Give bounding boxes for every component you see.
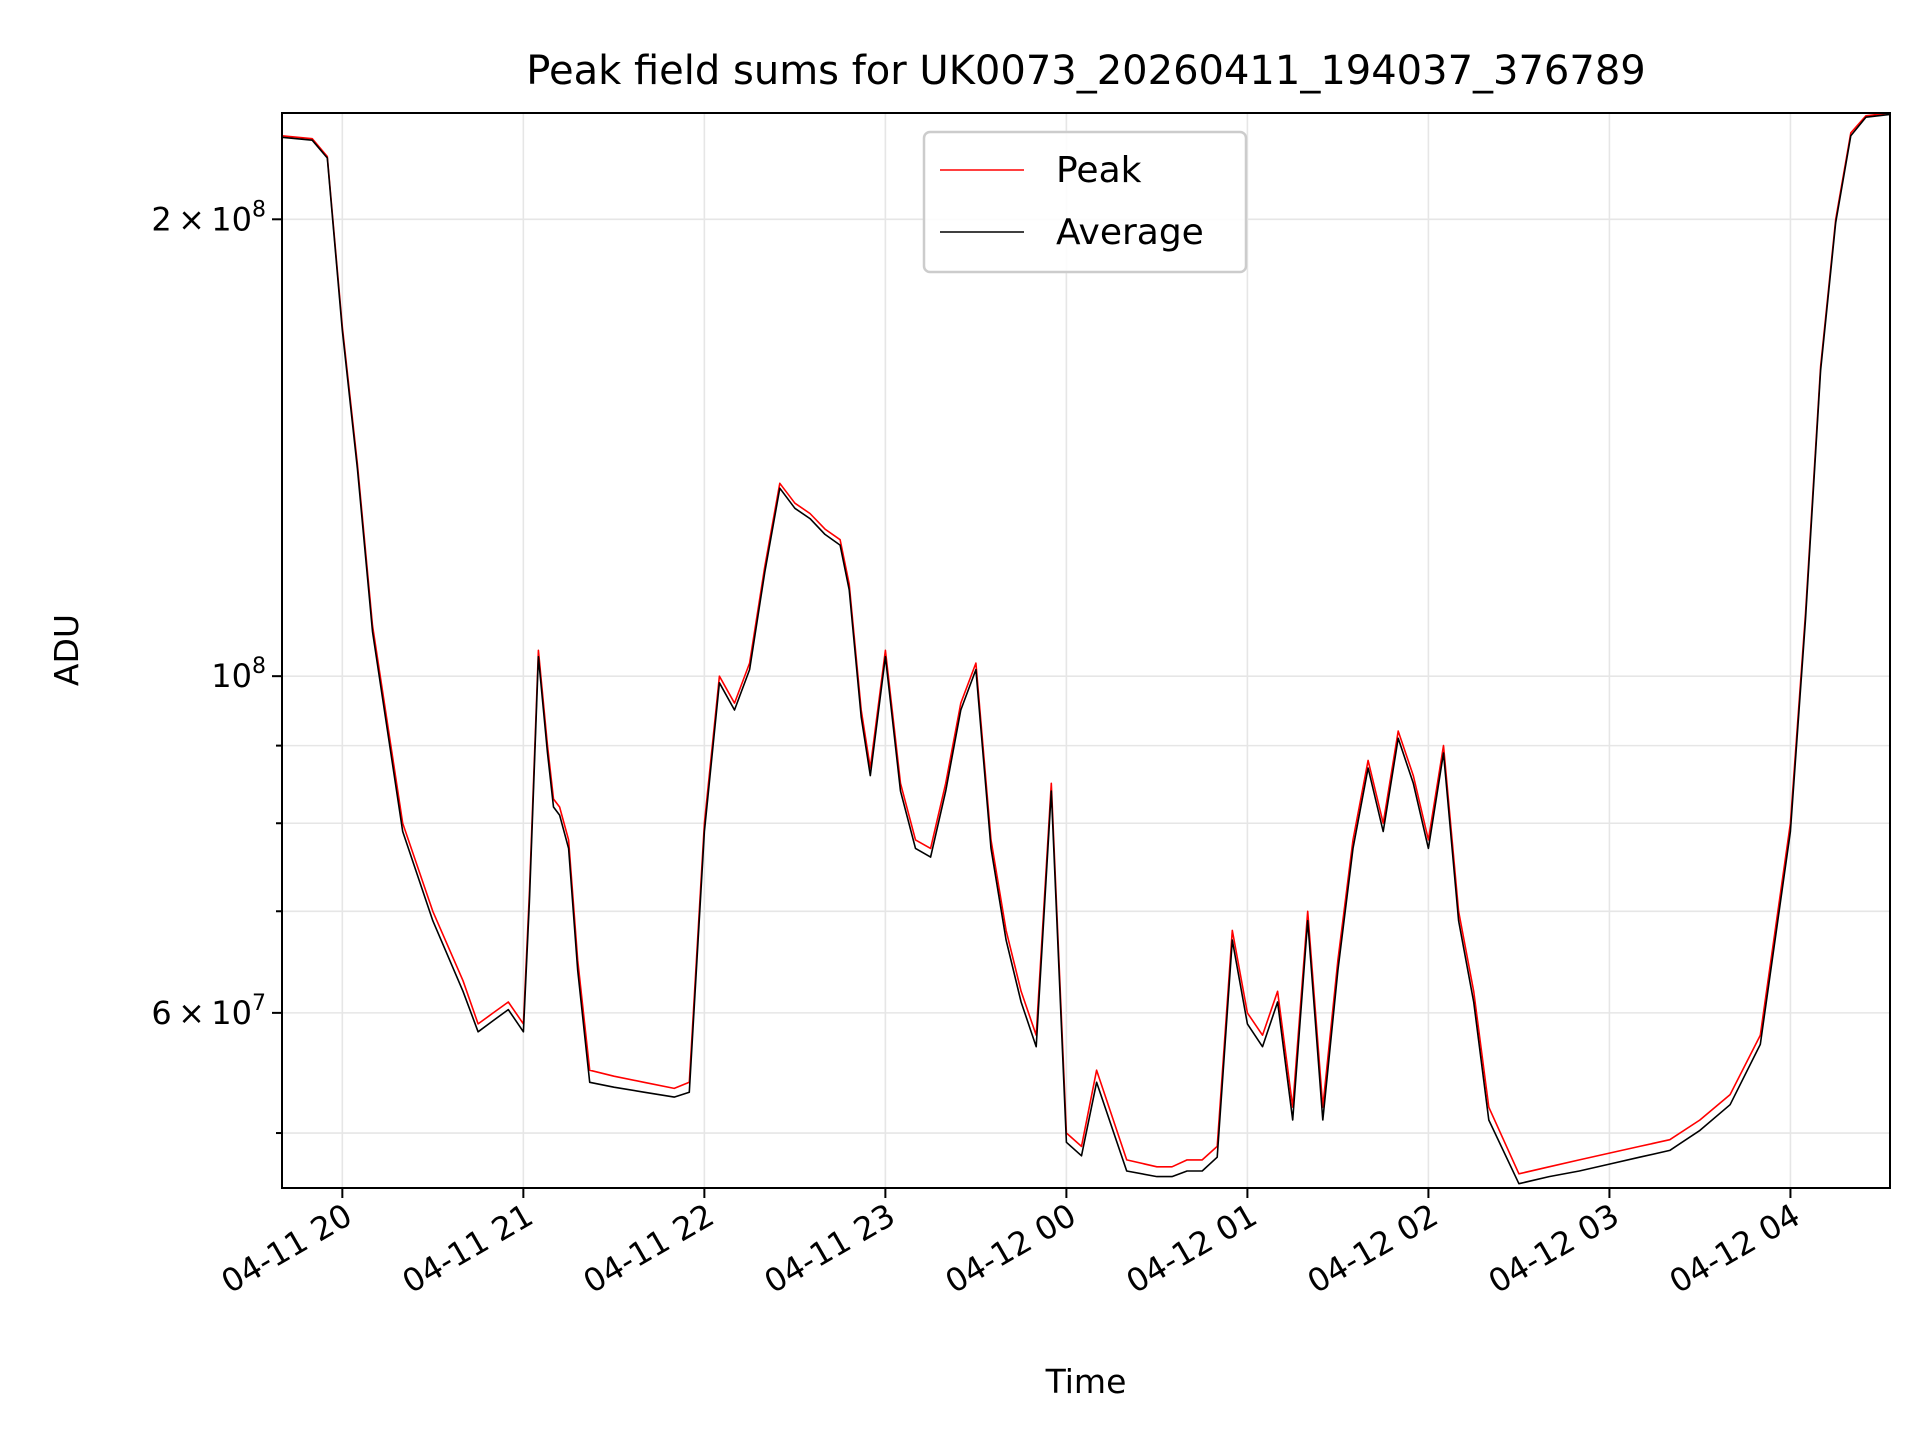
y-tick-label: 108: [211, 654, 266, 695]
x-axis-label: Time: [1045, 1362, 1127, 1401]
y-axis-label: ADU: [47, 614, 86, 686]
y-tick-label: 6 × 107: [151, 991, 266, 1032]
legend-label-peak: Peak: [1056, 150, 1142, 191]
legend-box: [922, 130, 1248, 274]
y-axis-ticks: 6 × 107 108 2 × 108: [151, 197, 282, 1135]
legend-label-average: Average: [1056, 212, 1204, 253]
plot-area-frame: [281, 112, 1891, 1189]
series-line-average: [282, 113, 1890, 1185]
chart-title: Peak field sums for UK0073_20260411_1940…: [526, 48, 1645, 94]
y-tick-label: 2 × 108: [151, 197, 266, 238]
legend: Peak Average: [922, 130, 1248, 274]
series-line-peak: [282, 113, 1890, 1175]
grid-lines: [282, 113, 1890, 1188]
series-lines: [282, 113, 1890, 1185]
